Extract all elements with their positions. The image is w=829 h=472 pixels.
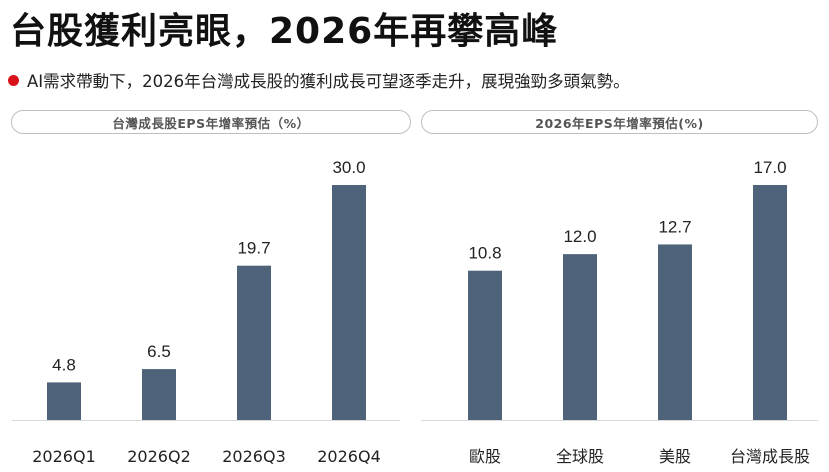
left-bar-1 bbox=[47, 382, 81, 420]
left-category-label-4: 2026Q4 bbox=[317, 447, 381, 466]
page-title: 台股獲利亮眼，2026年再攀高峰 bbox=[10, 11, 559, 52]
left-bar-3 bbox=[237, 265, 271, 420]
subtitle-text: AI需求帶動下，2026年台灣成長股的獲利成長可望逐季走升，展現強勁多頭氣勢。 bbox=[27, 72, 630, 91]
right-bar-1 bbox=[468, 270, 502, 420]
right-bar-3 bbox=[658, 244, 692, 420]
bullet-dot-icon bbox=[8, 74, 19, 86]
right-bar-4 bbox=[753, 185, 787, 420]
right-category-label-4: 台灣成長股 bbox=[730, 447, 810, 466]
right-value-label-2: 12.0 bbox=[563, 227, 596, 246]
right-value-label-3: 12.7 bbox=[658, 217, 691, 236]
left-bar-4 bbox=[332, 185, 366, 420]
right-category-label-2: 全球股 bbox=[556, 447, 604, 466]
right-value-label-4: 17.0 bbox=[753, 158, 786, 177]
subtitle: AI需求帶動下，2026年台灣成長股的獲利成長可望逐季走升，展現強勁多頭氣勢。 bbox=[8, 68, 630, 92]
left-category-label-1: 2026Q1 bbox=[32, 447, 96, 466]
left-chart-title: 台灣成長股EPS年增率預估（%） bbox=[11, 110, 411, 134]
left-value-label-1: 4.8 bbox=[52, 355, 76, 374]
left-value-label-4: 30.0 bbox=[332, 158, 365, 177]
left-category-label-2: 2026Q2 bbox=[127, 447, 191, 466]
left-value-label-3: 19.7 bbox=[237, 239, 270, 258]
left-bar-2 bbox=[142, 369, 176, 420]
right-bar-2 bbox=[563, 254, 597, 420]
right-category-label-1: 歐股 bbox=[469, 447, 501, 466]
left-value-label-2: 6.5 bbox=[147, 342, 171, 361]
right-chart-title: 2026年EPS年增率預估(%) bbox=[421, 110, 818, 134]
right-value-label-1: 10.8 bbox=[468, 244, 501, 263]
right-category-label-3: 美股 bbox=[659, 447, 691, 466]
left-category-label-3: 2026Q3 bbox=[222, 447, 286, 466]
